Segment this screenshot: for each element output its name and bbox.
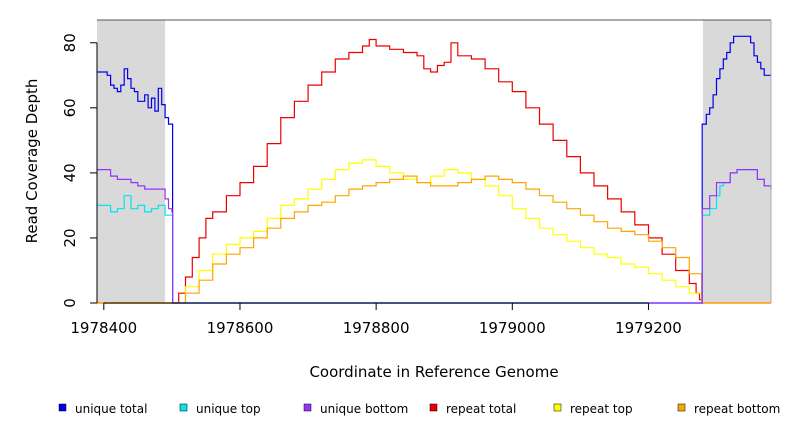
legend-label-unique-bottom: unique bottom	[320, 402, 408, 416]
legend-swatch-repeat-bottom	[677, 403, 686, 412]
y-axis-title: Read Coverage Depth	[23, 79, 41, 244]
x-axis-title: Coordinate in Reference Genome	[309, 363, 558, 381]
y-tick-label-0: 0	[61, 298, 79, 308]
series-line-unique-top	[97, 169, 772, 304]
series-line-repeat-bottom	[97, 175, 771, 304]
y-tick-label-40: 40	[61, 163, 79, 182]
legend-label-repeat-top: repeat top	[570, 402, 633, 416]
legend-swatch-unique-bottom	[303, 403, 312, 412]
legend-item-repeat-top: repeat top	[553, 402, 633, 416]
legend-item-repeat-bottom: repeat bottom	[677, 402, 780, 416]
shaded-region-0	[97, 20, 166, 303]
y-tick-label-60: 60	[61, 98, 79, 117]
legend-swatch-unique-total	[58, 403, 67, 412]
legend-label-unique-top: unique top	[196, 402, 261, 416]
legend-label-repeat-total: repeat total	[446, 402, 516, 416]
legend-swatch-unique-top	[179, 403, 188, 412]
shaded-region-1	[702, 20, 771, 303]
axes: 0 20 40 60 80 1978400 1978600 1978800 1979000 197…	[61, 19, 772, 337]
x-tick-label-1978400: 1978400	[70, 319, 137, 337]
legend-item-unique-top: unique top	[179, 402, 261, 416]
series-line-unique-total	[97, 35, 771, 304]
series-line-unique-bottom	[97, 169, 772, 304]
y-tick-label-80: 80	[61, 33, 79, 52]
legend-swatch-repeat-total	[429, 403, 438, 412]
legend-item-unique-bottom: unique bottom	[303, 402, 408, 416]
legend: unique total unique top unique bottom repea…	[58, 402, 780, 416]
x-tick-label-1978600: 1978600	[207, 319, 274, 337]
series-line-repeat-total	[97, 38, 771, 304]
x-tick-label-1979000: 1979000	[479, 319, 546, 337]
y-tick-label-20: 20	[61, 228, 79, 247]
legend-label-unique-total: unique total	[75, 402, 147, 416]
legend-item-unique-total: unique total	[58, 402, 147, 416]
plot-area	[97, 20, 772, 304]
legend-item-repeat-total: repeat total	[429, 402, 516, 416]
x-tick-label-1978800: 1978800	[343, 319, 410, 337]
legend-label-repeat-bottom: repeat bottom	[694, 402, 780, 416]
x-tick-label-1979200: 1979200	[615, 319, 682, 337]
series-line-repeat-top	[97, 159, 771, 304]
legend-swatch-repeat-top	[553, 403, 562, 412]
